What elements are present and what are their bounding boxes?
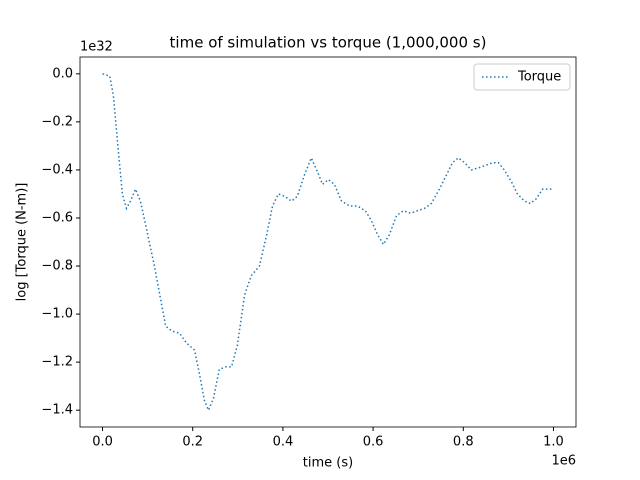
y-tick-label: −0.2 — [41, 114, 73, 129]
x-tick-label: 0.0 — [92, 435, 113, 450]
y-tick-label: −1.0 — [41, 307, 73, 322]
x-tick-label: 0.8 — [453, 435, 474, 450]
x-tick-label: 0.6 — [363, 435, 384, 450]
y-offset-label: 1e32 — [80, 40, 113, 55]
y-tick-label: −0.4 — [41, 162, 73, 177]
y-tick-label: −1.4 — [41, 403, 73, 418]
x-tick-label: 0.2 — [182, 435, 203, 450]
x-tick-label: 1.0 — [543, 435, 564, 450]
x-tick-label: 0.4 — [273, 435, 294, 450]
data-line — [102, 73, 554, 413]
chart-title: time of simulation vs torque (1,000,000 … — [170, 34, 487, 52]
y-axis-label: log [Torque (N-m)] — [15, 183, 30, 302]
y-tick-label: 0.0 — [52, 66, 73, 81]
x-offset-label: 1e6 — [551, 454, 576, 469]
y-tick-label: −1.2 — [41, 355, 73, 370]
x-axis-label: time (s) — [303, 456, 353, 471]
y-tick-label: −0.6 — [41, 210, 73, 225]
legend-box — [473, 63, 571, 91]
legend-label: Torque — [517, 70, 561, 85]
plot-frame — [79, 56, 577, 428]
y-tick-label: −0.8 — [41, 259, 73, 274]
